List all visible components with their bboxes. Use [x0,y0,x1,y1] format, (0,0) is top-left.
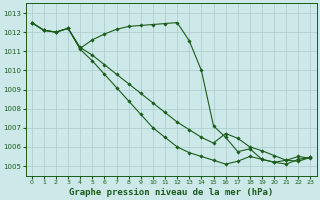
X-axis label: Graphe pression niveau de la mer (hPa): Graphe pression niveau de la mer (hPa) [69,188,273,197]
